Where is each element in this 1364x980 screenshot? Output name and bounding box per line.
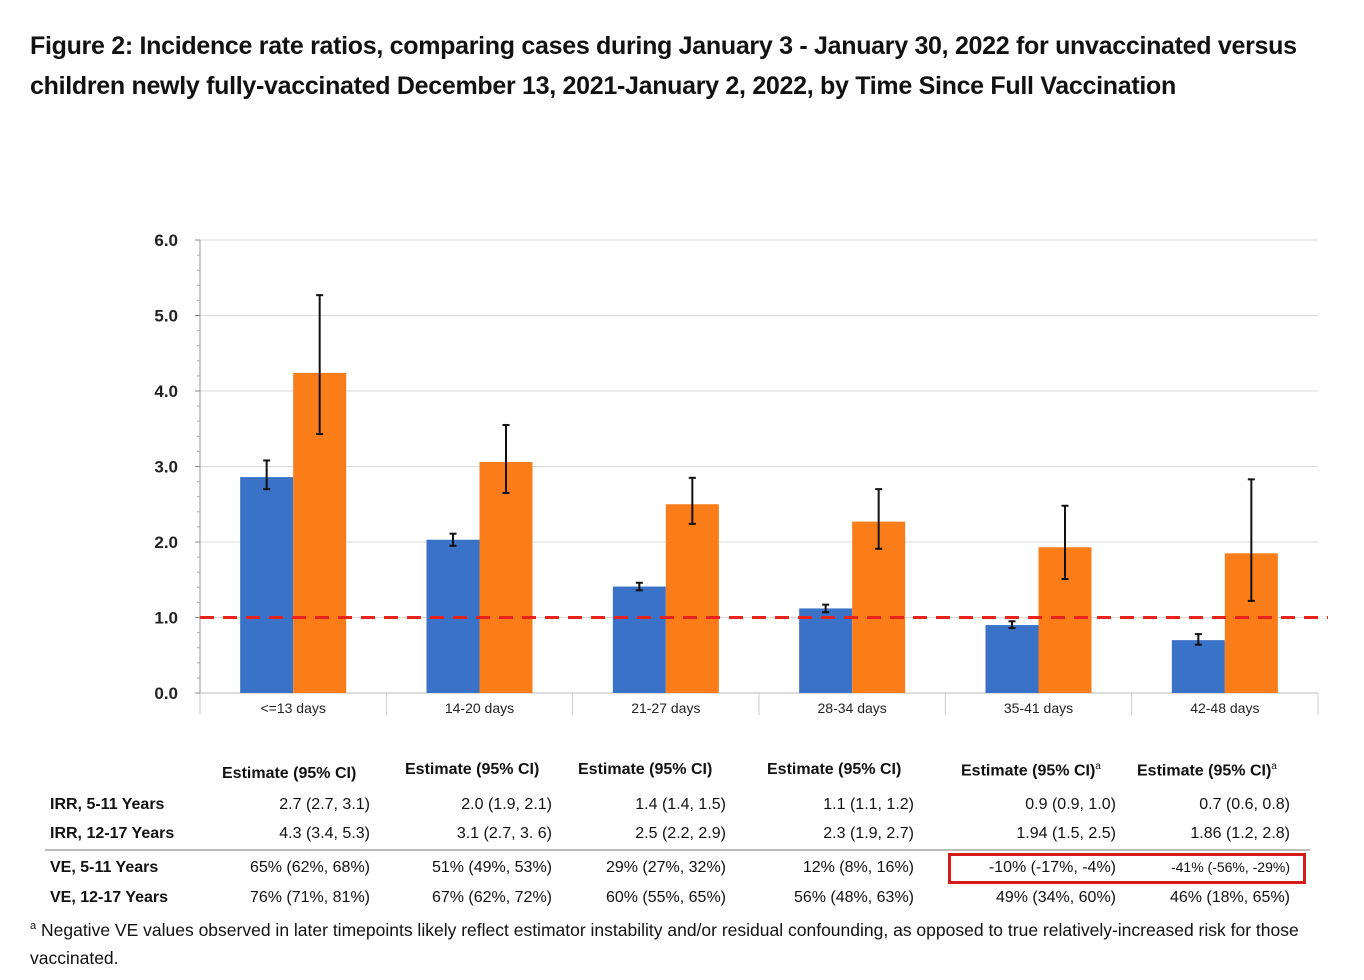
table-cell: 3.1 (2.7, 3. 6): [456, 825, 552, 842]
table-cell: 0.7 (0.6, 0.8): [1199, 796, 1290, 813]
row-label: IRR, 5-11 Years: [50, 796, 165, 813]
column-header: Estimate (95% CI): [767, 761, 901, 779]
table-separator: [45, 849, 1310, 851]
table-cell: 46% (18%, 65%): [1169, 889, 1290, 906]
footnote: a Negative VE values observed in later t…: [30, 912, 1340, 972]
column-header: Estimate (95% CI)a: [961, 761, 1101, 780]
x-tick-label: 14-20 days: [445, 700, 514, 716]
table-cell: -41% (-56%, -29%): [1170, 859, 1290, 875]
table-cell: 1.1 (1.1, 1.2): [823, 796, 914, 813]
column-header-label: Estimate (95% CI): [767, 761, 902, 778]
bar-5-11-0: [240, 477, 294, 693]
figure-title: Figure 2: Incidence rate ratios, compari…: [30, 32, 1297, 100]
table-cell: -10% (-17%, -4%): [988, 859, 1116, 876]
column-header-label: Estimate (95% CI): [961, 762, 1096, 780]
table-cell: 2.3 (1.9, 2.7): [823, 825, 914, 842]
bar-12-17-3: [852, 521, 906, 693]
table-cell: 65% (62%, 68%): [249, 859, 370, 876]
x-tick-label: 35-41 days: [1004, 700, 1073, 716]
column-header: Estimate (95% CI)a: [1137, 761, 1277, 780]
column-header: Estimate (95% CI): [578, 761, 712, 779]
table-cell: 56% (48%, 63%): [793, 889, 914, 906]
footnote-marker: a: [30, 920, 37, 932]
x-tick-label: <=13 days: [260, 700, 325, 716]
footnote-superscript: a: [1271, 761, 1277, 772]
column-header-label: Estimate (95% CI): [222, 765, 357, 782]
bar-5-11-5: [1171, 640, 1225, 693]
x-tick-label: 42-48 days: [1190, 700, 1259, 716]
footnote-superscript: a: [1095, 761, 1101, 772]
row-label: VE, 12-17 Years: [50, 889, 169, 906]
table-cell: 29% (27%, 32%): [605, 859, 726, 876]
table-cell: 2.0 (1.9, 2.1): [461, 796, 552, 813]
y-axis-ticks: 0.0 1.0 2.0 3.0 4.0 5.0 6.0: [154, 231, 200, 703]
table-cell: 0.9 (0.9, 1.0): [1025, 796, 1116, 813]
gridlines: [199, 239, 1319, 715]
y-tick-label: 6.0: [154, 231, 178, 250]
table-cell: 49% (34%, 60%): [995, 889, 1116, 906]
column-header: Estimate (95% CI): [222, 765, 356, 783]
x-axis-ticks: <=13 days 14-20 days 21-27 days 28-34 days 3…: [260, 700, 1259, 716]
column-header-label: Estimate (95% CI): [578, 761, 713, 778]
table-cell: 12% (8%, 16%): [802, 859, 914, 876]
y-tick-label: 3.0: [154, 458, 178, 477]
table-cell: 1.94 (1.5, 2.5): [1016, 825, 1116, 842]
error-bars: [263, 294, 1255, 646]
table-cell: 1.86 (1.2, 2.8): [1190, 825, 1290, 842]
bar-5-11-4: [985, 625, 1039, 693]
column-header-label: Estimate (95% CI): [1137, 762, 1272, 780]
y-tick-label: 4.0: [154, 382, 178, 401]
row-label: VE, 5-11 Years: [50, 859, 159, 876]
x-tick-label: 21-27 days: [631, 700, 700, 716]
bar-5-11-3: [799, 608, 853, 693]
y-tick-label: 2.0: [154, 533, 178, 552]
bar-12-17-1: [479, 461, 533, 693]
table-cell: 60% (55%, 65%): [605, 889, 726, 906]
bars: [240, 372, 1278, 693]
negative-ve-highlight-box: [948, 853, 1306, 884]
table-cell: 2.5 (2.2, 2.9): [635, 825, 726, 842]
bar-12-17-2: [665, 504, 719, 693]
y-tick-label: 1.0: [154, 609, 178, 628]
x-tick-label: 28-34 days: [818, 700, 887, 716]
y-tick-label: 0.0: [154, 684, 178, 703]
column-header-label: Estimate (95% CI): [405, 761, 540, 778]
column-header: Estimate (95% CI): [405, 761, 539, 779]
table-cell: 51% (49%, 53%): [431, 859, 552, 876]
y-tick-label: 5.0: [154, 307, 178, 326]
table-cell: 1.4 (1.4, 1.5): [635, 796, 726, 813]
table-cell: 4.3 (3.4, 5.3): [279, 825, 370, 842]
table-cell: 67% (62%, 72%): [431, 889, 552, 906]
table-cell: 2.7 (2.7, 3.1): [279, 796, 370, 813]
bar-5-11-2: [612, 586, 666, 693]
table-cell: 76% (71%, 81%): [249, 889, 370, 906]
footnote-text: Negative VE values observed in later tim…: [30, 919, 1299, 968]
bar-chart: 0.0 1.0 2.0 3.0 4.0 5.0 6.0 <=13 days 14-20 day…: [154, 231, 1328, 716]
row-label: IRR, 12-17 Years: [50, 825, 175, 842]
